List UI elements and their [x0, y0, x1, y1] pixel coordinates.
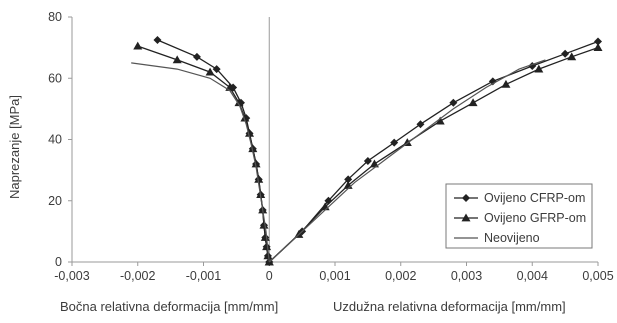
series-line-axial [268, 59, 546, 263]
y-tick-label: 0 [55, 255, 62, 269]
diamond-marker [363, 156, 372, 165]
x-axis-title-right: Uzdužna relativna deformacija [mm/mm] [333, 299, 566, 314]
legend-item-neovijeno: Neovijeno [454, 231, 540, 245]
triangle-marker [248, 144, 258, 153]
series-line-lateral [131, 62, 270, 263]
x-tick-label: 0 [266, 269, 273, 283]
y-tick-label: 60 [48, 71, 62, 85]
triangle-marker [435, 116, 445, 125]
y-tick-label: 20 [48, 194, 62, 208]
x-tick-label: 0,004 [517, 269, 548, 283]
diamond-marker [390, 138, 399, 147]
series-neovijeno [131, 59, 546, 263]
triangle-marker [402, 138, 412, 146]
triangle-marker [593, 43, 603, 51]
triangle-marker [205, 67, 215, 76]
x-tick-label: 0,003 [451, 269, 482, 283]
series-line-axial [268, 46, 599, 263]
x-tick-label: -0,001 [186, 269, 221, 283]
triangle-marker [501, 79, 511, 88]
y-tick-label: 80 [48, 10, 62, 24]
diamond-marker [462, 194, 470, 202]
triangle-marker [260, 233, 270, 241]
triangle-marker [259, 220, 269, 229]
triangle-marker [254, 174, 264, 183]
triangle-marker [240, 113, 250, 122]
x-axis-title-left: Bočna relativna deformacija [mm/mm] [60, 299, 278, 314]
triangle-marker [262, 242, 272, 251]
series-ovijeno-gfrp-om [133, 41, 603, 266]
x-tick-label: -0,002 [120, 269, 155, 283]
diamond-marker [153, 35, 162, 44]
legend: Ovijeno CFRP-om Ovijeno GFRP-om Neovijeno [445, 183, 593, 249]
ticks-layer: -0,003 -0,002 -0,001 0 0,001 0,002 0,003 0,004 0… [48, 10, 614, 283]
diamond-marker [561, 49, 570, 58]
triangle-marker [245, 128, 255, 137]
diamond-marker [449, 98, 458, 107]
triangle-marker [234, 98, 244, 107]
triangle-marker [468, 98, 478, 107]
diamond-marker [416, 120, 425, 129]
diamond-marker [488, 77, 497, 86]
triangle-marker [251, 159, 261, 168]
x-tick-label: 0,002 [385, 269, 416, 283]
triangle-marker [172, 55, 182, 64]
legend-label: Ovijeno GFRP-om [484, 211, 586, 225]
diamond-marker [594, 37, 602, 46]
x-tick-label: -0,003 [54, 269, 89, 283]
legend-item-ovijeno-cfrp-om: Ovijeno CFRP-om [454, 191, 585, 205]
x-tick-label: 0,005 [582, 269, 613, 283]
diamond-marker [344, 175, 353, 184]
x-tick-label: 0,001 [319, 269, 350, 283]
diamond-marker [192, 52, 201, 61]
legend-label: Ovijeno CFRP-om [484, 191, 585, 205]
legend-item-ovijeno-gfrp-om: Ovijeno GFRP-om [454, 211, 586, 225]
legend-label: Neovijeno [484, 231, 540, 245]
triangle-marker [534, 64, 544, 73]
triangle-marker [133, 41, 143, 50]
series-line-lateral [137, 45, 270, 263]
triangle-marker [461, 213, 471, 222]
legend-box [445, 183, 593, 249]
diamond-marker [212, 65, 221, 74]
y-axis-title: Naprezanje [MPa] [7, 95, 22, 199]
triangle-marker [567, 52, 577, 61]
y-tick-label: 40 [48, 133, 62, 147]
series-layer [131, 35, 603, 266]
